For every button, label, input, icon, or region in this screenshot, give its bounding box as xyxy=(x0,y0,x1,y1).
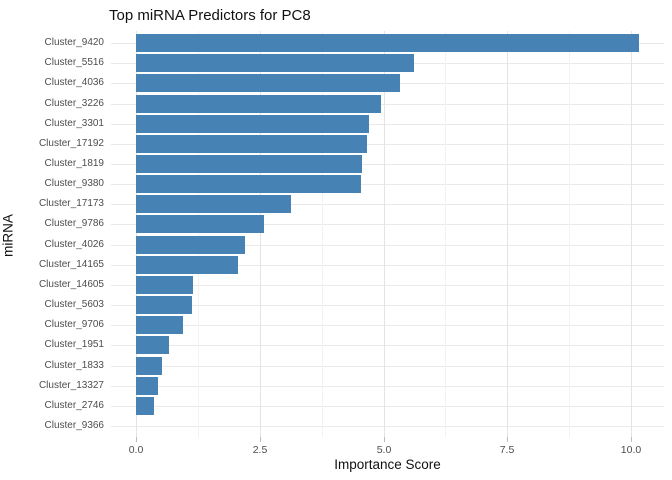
x-tick-label: 5.0 xyxy=(376,444,392,456)
y-tick-label: Cluster_17192 xyxy=(38,138,104,149)
bar-Cluster_5516 xyxy=(136,54,414,72)
bar-Cluster_2746 xyxy=(136,397,154,415)
y-tick-label: Cluster_3226 xyxy=(44,98,104,109)
row-gridline xyxy=(111,224,664,225)
row-gridline xyxy=(111,325,664,326)
bar-Cluster_4026 xyxy=(136,236,245,254)
bar-Cluster_3301 xyxy=(136,115,369,133)
row-gridline xyxy=(111,144,664,145)
y-tick-label: Cluster_17173 xyxy=(38,198,104,209)
row-gridline xyxy=(111,265,664,266)
row-gridline xyxy=(111,285,664,286)
row-gridline xyxy=(111,245,664,246)
major-gridline xyxy=(507,31,508,437)
row-gridline xyxy=(111,406,664,407)
row-gridline xyxy=(111,305,664,306)
major-gridline xyxy=(260,31,261,437)
y-tick-label: Cluster_1833 xyxy=(44,360,104,371)
major-gridline xyxy=(631,31,632,437)
y-tick-label: Cluster_5603 xyxy=(44,299,104,310)
y-tick-label: Cluster_1951 xyxy=(44,339,104,350)
bar-Cluster_13327 xyxy=(136,377,158,395)
y-tick-label: Cluster_4026 xyxy=(44,239,104,250)
bar-Cluster_9706 xyxy=(136,316,183,334)
bar-Cluster_9786 xyxy=(136,215,264,233)
y-tick-label: Cluster_9380 xyxy=(44,178,104,189)
x-tick-mark xyxy=(136,437,137,442)
minor-gridline xyxy=(198,31,199,437)
row-gridline xyxy=(111,184,664,185)
bar-Cluster_5603 xyxy=(136,296,192,314)
bar-Cluster_1819 xyxy=(136,155,362,173)
major-gridline xyxy=(136,31,137,437)
chart-title: Top miRNA Predictors for PC8 xyxy=(109,7,311,24)
bar-Cluster_17173 xyxy=(136,195,291,213)
major-gridline xyxy=(384,31,385,437)
bar-Cluster_1833 xyxy=(136,357,162,375)
y-tick-label: Cluster_9786 xyxy=(44,218,104,229)
bar-Cluster_4036 xyxy=(136,74,400,92)
bar-Cluster_17192 xyxy=(136,135,367,153)
y-tick-label: Cluster_2746 xyxy=(44,400,104,411)
minor-gridline xyxy=(569,31,570,437)
x-tick-label: 0.0 xyxy=(128,444,144,456)
x-axis-title: Importance Score xyxy=(334,457,441,472)
row-gridline xyxy=(111,104,664,105)
row-gridline xyxy=(111,124,664,125)
bar-Cluster_3226 xyxy=(136,95,381,113)
x-tick-mark xyxy=(631,437,632,442)
row-gridline xyxy=(111,386,664,387)
minor-gridline xyxy=(322,31,323,437)
x-tick-mark xyxy=(507,437,508,442)
x-tick-label: 10.0 xyxy=(620,444,642,456)
minor-gridline xyxy=(445,31,446,437)
row-gridline xyxy=(111,345,664,346)
x-tick-label: 7.5 xyxy=(499,444,515,456)
plot-panel xyxy=(111,31,664,437)
y-tick-label: Cluster_13327 xyxy=(38,380,104,391)
bar-Cluster_9420 xyxy=(136,34,639,52)
row-gridline xyxy=(111,164,664,165)
bar-Cluster_9380 xyxy=(136,175,361,193)
bar-Cluster_14165 xyxy=(136,256,238,274)
x-tick-mark xyxy=(384,437,385,442)
y-tick-label: Cluster_3301 xyxy=(44,118,104,129)
y-tick-label: Cluster_1819 xyxy=(44,158,104,169)
y-tick-label: Cluster_9420 xyxy=(44,37,104,48)
y-tick-label: Cluster_14605 xyxy=(38,279,104,290)
y-tick-label: Cluster_9366 xyxy=(44,420,104,431)
row-gridline xyxy=(111,366,664,367)
y-tick-label: Cluster_5516 xyxy=(44,57,104,68)
y-tick-label: Cluster_4036 xyxy=(44,77,104,88)
row-gridline xyxy=(111,426,664,427)
bar-Cluster_1951 xyxy=(136,336,169,354)
bar-Cluster_14605 xyxy=(136,276,193,294)
row-gridline xyxy=(111,204,664,205)
y-tick-label: Cluster_14165 xyxy=(38,259,104,270)
y-tick-label: Cluster_9706 xyxy=(44,319,104,330)
x-tick-label: 2.5 xyxy=(252,444,268,456)
x-tick-mark xyxy=(260,437,261,442)
